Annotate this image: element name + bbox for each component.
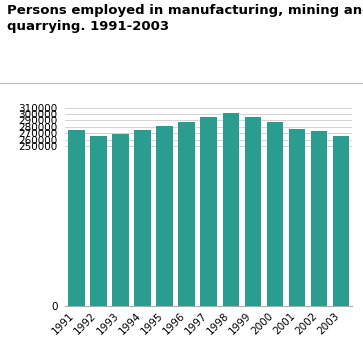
Bar <box>223 113 239 306</box>
Bar <box>134 130 151 306</box>
Bar <box>311 131 327 306</box>
Bar <box>156 126 173 306</box>
Bar <box>267 122 283 306</box>
Bar <box>178 122 195 306</box>
Bar <box>68 130 85 306</box>
Bar <box>200 117 217 306</box>
Bar <box>90 136 107 306</box>
Bar <box>245 117 261 306</box>
Bar <box>333 136 349 306</box>
Text: Persons employed in manufacturing, mining and
quarrying. 1991-2003: Persons employed in manufacturing, minin… <box>7 4 363 33</box>
Bar <box>112 135 129 306</box>
Bar <box>289 129 305 306</box>
